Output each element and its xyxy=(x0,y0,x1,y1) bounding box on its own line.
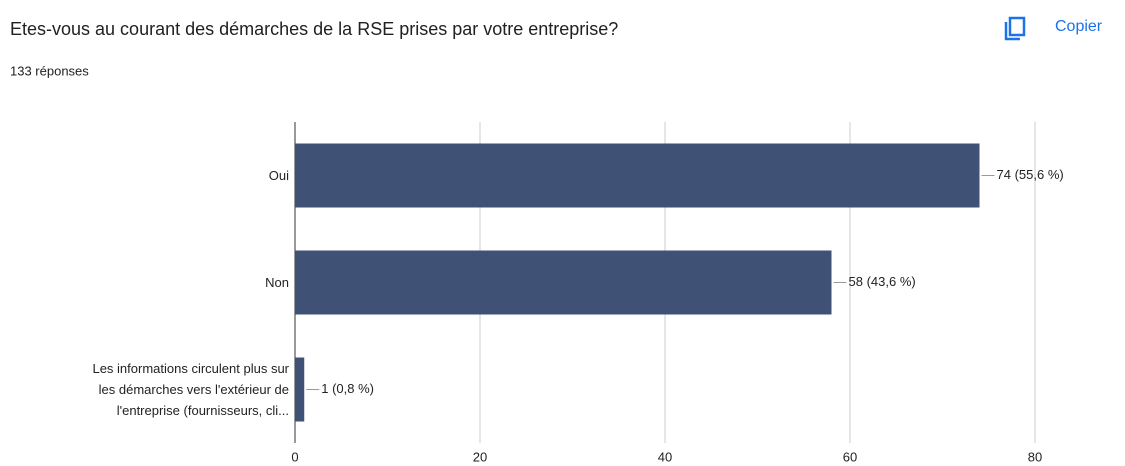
value-label: 58 (43,6 %) xyxy=(849,274,916,289)
chart-title: Etes-vous au courant des démarches de la… xyxy=(10,19,618,39)
x-tick-label: 20 xyxy=(473,449,487,464)
y-tick-label: Non xyxy=(0,229,289,336)
y-tick-label: Les informations circulent plus sur les … xyxy=(0,336,289,443)
y-tick-text: Oui xyxy=(268,168,289,183)
bar xyxy=(295,250,832,315)
subtitle: 133 réponses xyxy=(10,63,89,78)
value-label: 74 (55,6 %) xyxy=(997,167,1064,182)
y-tick-text: Les informations circulent plus sur les … xyxy=(92,361,289,418)
x-tick-label: 60 xyxy=(843,449,857,464)
copy-button[interactable]: Copier xyxy=(1004,16,1103,41)
bar xyxy=(295,143,980,208)
value-label: 1 (0,8 %) xyxy=(321,381,374,396)
bar xyxy=(295,357,305,422)
x-tick-label: 40 xyxy=(658,449,672,464)
copy-icon-back xyxy=(1004,22,1020,41)
copy-icon xyxy=(1008,16,1026,37)
y-tick-text: Non xyxy=(265,275,289,290)
copy-label[interactable]: Copier xyxy=(1055,18,1103,35)
x-tick-label: 0 xyxy=(291,449,298,464)
x-tick-label: 80 xyxy=(1028,449,1042,464)
y-tick-label: Oui xyxy=(0,122,289,229)
